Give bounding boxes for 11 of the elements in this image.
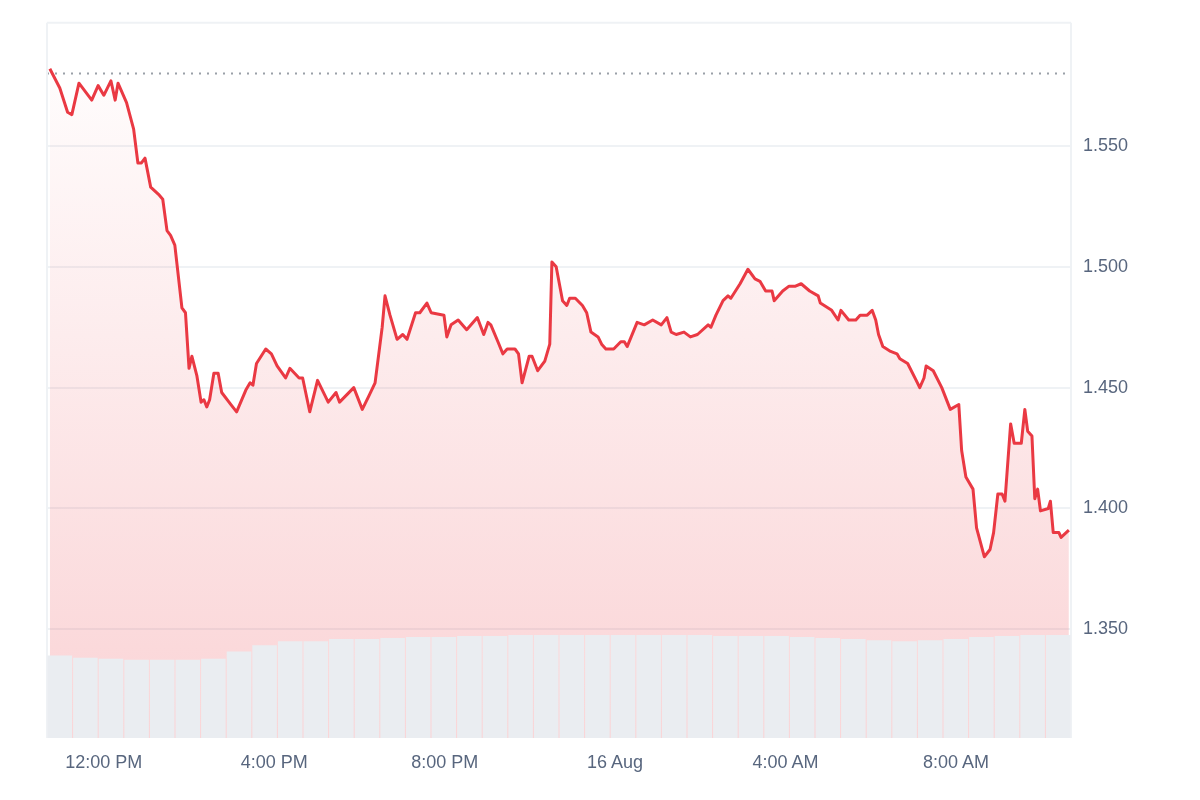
x-tick-label: 16 Aug bbox=[587, 751, 644, 772]
y-tick-label: 1.350 bbox=[1083, 618, 1129, 639]
y-tick-label: 1.500 bbox=[1083, 255, 1129, 276]
y-tick-label: 1.450 bbox=[1083, 376, 1129, 397]
y-tick-label: 1.400 bbox=[1083, 497, 1129, 518]
y-tick-label: 1.550 bbox=[1083, 135, 1129, 155]
x-tick-label: 8:00 PM bbox=[411, 751, 479, 772]
x-tick-label: 8:00 AM bbox=[922, 751, 989, 772]
x-tick-label: 4:00 PM bbox=[240, 751, 308, 772]
x-tick-label: 4:00 AM bbox=[752, 751, 819, 772]
x-tick-label: 12:00 PM bbox=[65, 751, 143, 772]
